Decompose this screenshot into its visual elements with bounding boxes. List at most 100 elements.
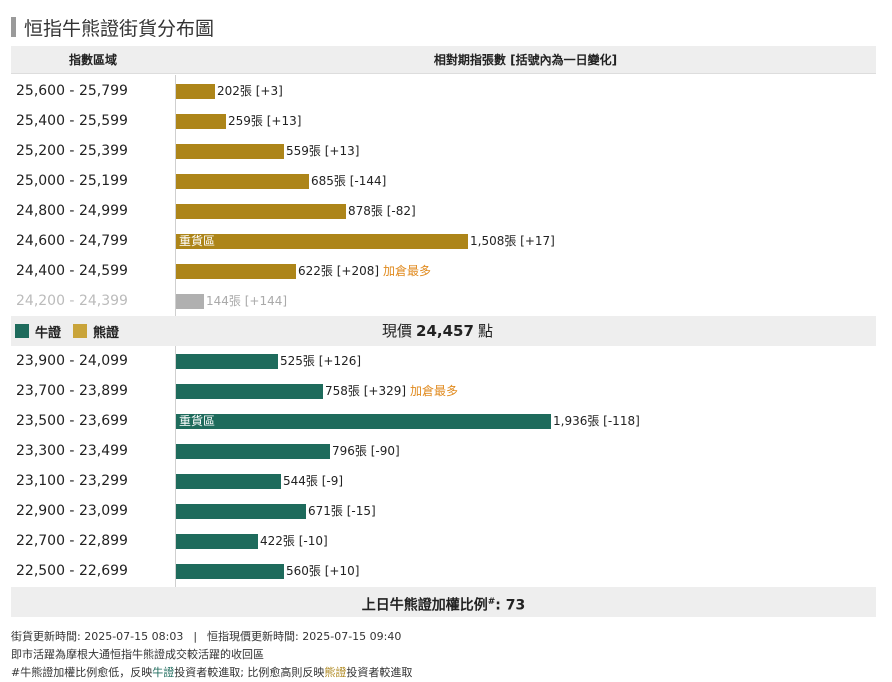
footer-line-3: #牛熊證加權比例愈低，反映牛證投資者較進取; 比例愈高則反映熊證投資者較進取 <box>11 664 412 680</box>
bull-value-text: 1,936張 [-118] <box>553 414 640 428</box>
bull-value-label: 758張 [+329] 加倉最多 <box>325 376 458 406</box>
bull-value-label: 525張 [+126] <box>280 346 361 376</box>
footnote-text-b: 投資者較進取; 比例愈高則反映 <box>174 666 325 679</box>
bull-range-label: 22,900 - 23,099 <box>16 503 128 519</box>
bull-row: 22,700 - 22,899 422張 [-10] <box>11 526 876 556</box>
bull-value-text: 671張 [-15] <box>308 504 376 518</box>
footer-line-2: 即市活躍為摩根大通恒指牛熊證成交較活躍的收回區 <box>11 648 264 661</box>
price-update-time: 恒指現價更新時間: 2025-07-15 09:40 <box>207 630 402 643</box>
bear-value-text: 144張 [+144] <box>206 294 288 308</box>
bull-row: 23,500 - 23,699 重貨區 1,936張 [-118] <box>11 406 876 436</box>
ratio-footnote-mark: # <box>487 597 496 607</box>
page-title: 恒指牛熊證街貨分布圖 <box>24 17 215 40</box>
bear-row: 25,400 - 25,599 259張 [+13] <box>11 106 876 136</box>
current-price-value: 24,457 <box>416 322 474 340</box>
most-added-tag: 加倉最多 <box>383 264 432 278</box>
bull-row: 23,700 - 23,899 758張 [+329] 加倉最多 <box>11 376 876 406</box>
bear-bar <box>176 114 226 129</box>
bear-range-label: 24,400 - 24,599 <box>16 263 128 279</box>
bull-value-label: 560張 [+10] <box>286 556 359 586</box>
bear-range-label: 25,400 - 25,599 <box>16 113 128 129</box>
bear-bar <box>176 294 204 309</box>
title-accent-bar <box>11 17 16 37</box>
ratio-value: : 73 <box>495 597 526 614</box>
stock-update-time: 街貨更新時間: 2025-07-15 08:03 <box>11 630 184 643</box>
legend-bear-label: 熊證 <box>93 325 120 341</box>
bear-range-label: 24,200 - 24,399 <box>16 293 128 309</box>
footnote-text-c: 投資者較進取 <box>346 666 413 679</box>
bull-swatch <box>15 324 29 338</box>
bull-value-text: 758張 [+329] <box>325 384 407 398</box>
footer-divider: | <box>193 630 198 643</box>
bull-value-text: 544張 [-9] <box>283 474 344 488</box>
bull-value-label: 544張 [-9] <box>283 466 343 496</box>
bear-range-label: 25,000 - 25,199 <box>16 173 128 189</box>
bull-bar <box>176 564 284 579</box>
bear-row: 25,600 - 25,799 202張 [+3] <box>11 76 876 106</box>
bull-bar <box>176 504 306 519</box>
legend-bull-label: 牛證 <box>35 325 62 341</box>
bear-value-label: 622張 [+208] 加倉最多 <box>298 256 431 286</box>
current-price-label: 現價 <box>382 322 413 340</box>
bear-value-label: 878張 [-82] <box>348 196 416 226</box>
footnote-text-a: #牛熊證加權比例愈低，反映 <box>11 666 153 679</box>
table-header: 指數區域 相對期指張數 [括號內為一日變化] <box>11 46 876 74</box>
bear-bar: 重貨區 <box>176 234 468 249</box>
bull-bar <box>176 474 281 489</box>
bull-value-text: 422張 [-10] <box>260 534 328 548</box>
bear-value-text: 559張 [+13] <box>286 144 360 158</box>
title-block: 恒指牛熊證街貨分布圖 <box>11 14 214 40</box>
bull-value-text: 796張 [-90] <box>332 444 400 458</box>
price-legend-bar: 牛證 熊證 現價 24,457 點 <box>11 316 876 346</box>
legend-item-bear: 熊證 <box>73 322 119 341</box>
bull-row: 23,300 - 23,499 796張 [-90] <box>11 436 876 466</box>
bull-value-label: 422張 [-10] <box>260 526 328 556</box>
bull-value-label: 671張 [-15] <box>308 496 376 526</box>
bear-value-label: 202張 [+3] <box>217 76 283 106</box>
footer-line-1: 街貨更新時間: 2025-07-15 08:03 | 恒指現價更新時間: 2025-… <box>11 628 401 644</box>
bear-bar <box>176 264 296 279</box>
bear-value-text: 259張 [+13] <box>228 114 302 128</box>
bull-value-label: 1,936張 [-118] <box>553 406 640 436</box>
bull-value-text: 560張 [+10] <box>286 564 360 578</box>
bear-bar <box>176 144 284 159</box>
bear-row: 24,200 - 24,399 144張 [+144] <box>11 286 876 316</box>
legend: 牛證 熊證 <box>15 316 131 346</box>
bull-bar <box>176 384 323 399</box>
bull-bar <box>176 354 278 369</box>
bear-row: 24,600 - 24,799 重貨區 1,508張 [+17] <box>11 226 876 256</box>
bear-value-text: 1,508張 [+17] <box>470 234 555 248</box>
bear-range-label: 25,600 - 25,799 <box>16 83 128 99</box>
bull-row: 23,100 - 23,299 544張 [-9] <box>11 466 876 496</box>
bear-value-text: 622張 [+208] <box>298 264 380 278</box>
footnote-bear: 熊證 <box>324 666 347 679</box>
bear-row: 24,400 - 24,599 622張 [+208] 加倉最多 <box>11 256 876 286</box>
bear-bar <box>176 84 215 99</box>
bear-range-label: 24,600 - 24,799 <box>16 233 128 249</box>
bull-range-label: 23,700 - 23,899 <box>16 383 128 399</box>
bull-bar <box>176 534 258 549</box>
bull-range-label: 22,700 - 22,899 <box>16 533 128 549</box>
bull-bar <box>176 444 330 459</box>
bear-row: 24,800 - 24,999 878張 [-82] <box>11 196 876 226</box>
bear-swatch <box>73 324 88 338</box>
bear-range-label: 25,200 - 25,399 <box>16 143 128 159</box>
most-added-tag: 加倉最多 <box>410 384 459 398</box>
bull-range-label: 22,500 - 22,699 <box>16 563 128 579</box>
bull-value-text: 525張 [+126] <box>280 354 362 368</box>
bull-range-label: 23,300 - 23,499 <box>16 443 128 459</box>
bull-row: 23,900 - 24,099 525張 [+126] <box>11 346 876 376</box>
bear-row: 25,200 - 25,399 559張 [+13] <box>11 136 876 166</box>
footnote-bull: 牛證 <box>152 666 175 679</box>
legend-item-bull: 牛證 <box>15 322 61 341</box>
bear-bar <box>176 174 309 189</box>
value-column-header: 相對期指張數 [括號內為一日變化] <box>433 53 618 67</box>
bear-value-label: 685張 [-144] <box>311 166 386 196</box>
bear-value-label: 259張 [+13] <box>228 106 301 136</box>
bear-range-label: 24,800 - 24,999 <box>16 203 128 219</box>
bear-value-label: 559張 [+13] <box>286 136 359 166</box>
bear-bar <box>176 204 346 219</box>
current-price: 現價 24,457 點 <box>175 316 700 346</box>
bear-value-label: 1,508張 [+17] <box>470 226 555 256</box>
divider-line-bull <box>175 346 176 587</box>
